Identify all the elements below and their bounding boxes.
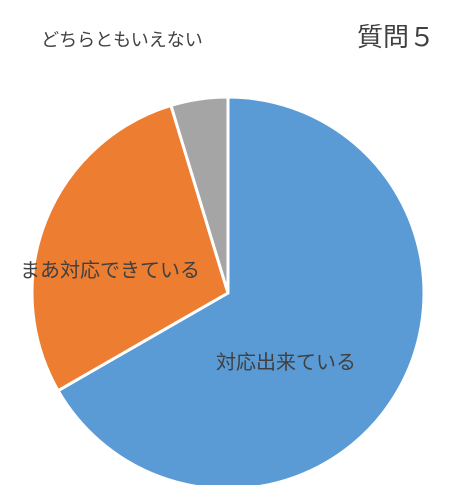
chart-title: 質問５: [357, 23, 435, 53]
slice-taiou-dekiteiru: [56, 95, 426, 485]
pie-slices: [30, 95, 426, 485]
slice-label-dochira-tomo-ienai: どちらともいえない: [41, 30, 203, 51]
slice-dochira-tomo-ienai: [169, 95, 230, 295]
slice-maa-taiou-dekiteiru: [30, 103, 230, 393]
slice-label-maa-taiou-dekiteiru: まあ対応できている: [20, 258, 200, 282]
slice-label-taiou-dekiteiru: 対応出来ている: [216, 350, 356, 374]
